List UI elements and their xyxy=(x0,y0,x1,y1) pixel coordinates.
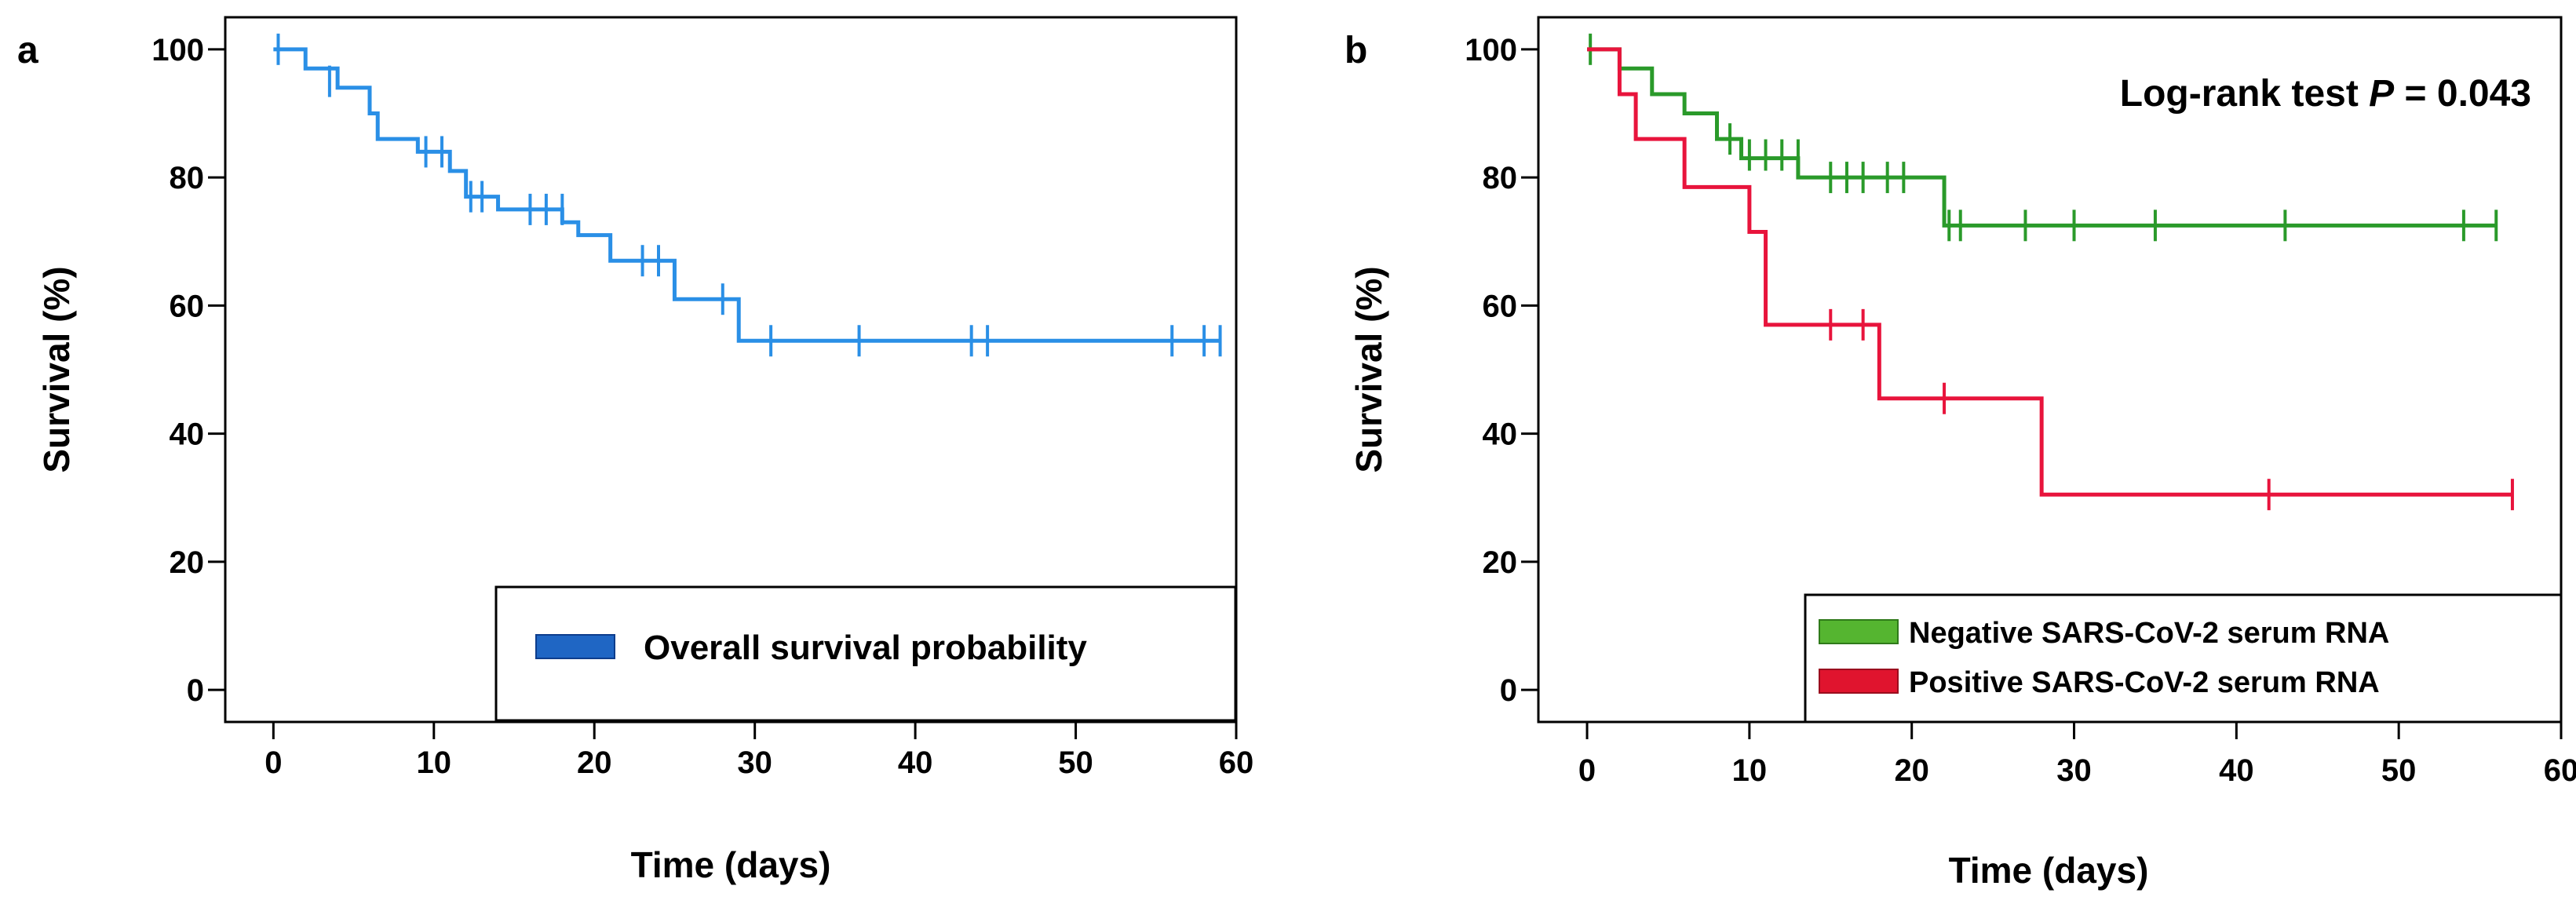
x-tick-label: 20 xyxy=(1894,753,1929,788)
panel-a-legend-box xyxy=(494,585,1237,722)
x-tick-label: 0 xyxy=(1578,753,1596,788)
x-tick-label: 10 xyxy=(1732,753,1768,788)
y-tick-label: 20 xyxy=(170,545,205,580)
panel-a-y-axis-label: Survival (%) xyxy=(36,266,77,472)
y-tick-label: 100 xyxy=(1465,33,1517,67)
y-tick-label: 60 xyxy=(1483,289,1518,323)
legend-label-overall-survival: Overall survival probability xyxy=(644,629,1087,667)
survival-curve-line xyxy=(1587,47,2497,228)
panel-b-legend-box xyxy=(1804,593,2563,724)
panel-b-series xyxy=(1587,33,2514,511)
x-tick-label: 30 xyxy=(2056,753,2092,788)
y-tick-label: 80 xyxy=(1483,161,1518,195)
panel-b-x-axis: 0 10 20 30 40 50 60 xyxy=(1578,722,2576,788)
x-tick-label: 50 xyxy=(1058,745,1093,780)
legend-swatch-negative-rna xyxy=(1819,619,1899,644)
y-tick-label: 100 xyxy=(151,33,204,67)
x-tick-label: 50 xyxy=(2381,753,2417,788)
panel-a-legend: Overall survival probability xyxy=(494,585,1237,722)
log-rank-p-value: = 0.043 xyxy=(2394,73,2531,115)
legend-swatch-overall-survival xyxy=(535,634,615,659)
panel-a-plot-frame xyxy=(224,16,1238,724)
y-tick-label: 0 xyxy=(187,673,204,708)
legend-label-positive-rna: Positive SARS-CoV-2 serum RNA xyxy=(1909,666,2380,699)
panel-b-y-axis: 0 20 40 60 80 100 xyxy=(1465,33,1538,708)
x-tick-label: 0 xyxy=(265,745,282,780)
survival-curve-line xyxy=(273,47,1220,343)
panel-a-label: a xyxy=(17,30,38,71)
log-rank-prefix: Log-rank test xyxy=(2120,73,2369,115)
x-tick-label: 10 xyxy=(417,745,452,780)
panel-b-x-axis-label: Time (days) xyxy=(1949,850,2149,891)
panel-b: b 0 20 40 60 80 100 0 10 20 30 40 50 60 Survival (%… xyxy=(1345,16,2576,891)
panel-a-y-axis: 0 20 40 60 80 100 xyxy=(151,33,225,708)
y-tick-label: 40 xyxy=(1483,417,1518,452)
y-tick-label: 80 xyxy=(170,161,205,195)
x-tick-label: 40 xyxy=(898,745,933,780)
log-rank-p-symbol: P xyxy=(2369,73,2395,115)
x-tick-label: 60 xyxy=(2544,753,2576,788)
panel-a-x-axis-label: Time (days) xyxy=(631,844,831,885)
x-tick-label: 20 xyxy=(577,745,612,780)
panel-a-series xyxy=(273,33,1222,357)
panel-a-x-axis: 0 10 20 30 40 50 60 xyxy=(265,722,1253,780)
legend-label-negative-rna: Negative SARS-CoV-2 serum RNA xyxy=(1909,617,2389,650)
survival-curve-line xyxy=(1587,47,2512,497)
panel-b-label: b xyxy=(1345,30,1367,71)
x-tick-label: 40 xyxy=(2219,753,2254,788)
x-tick-label: 60 xyxy=(1219,745,1254,780)
y-tick-label: 0 xyxy=(1500,673,1517,708)
panel-b-y-axis-label: Survival (%) xyxy=(1348,266,1389,472)
y-tick-label: 60 xyxy=(170,289,205,323)
legend-swatch-positive-rna xyxy=(1819,669,1899,694)
y-tick-label: 20 xyxy=(1483,545,1518,580)
panel-b-legend: Negative SARS-CoV-2 serum RNA Positive S… xyxy=(1804,593,2563,724)
panel-a: a 0 20 40 60 80 100 0 10 20 30 40 50 60 Survival (%… xyxy=(17,16,1253,885)
x-tick-label: 30 xyxy=(737,745,772,780)
log-rank-annotation: Log-rank test P = 0.043 xyxy=(2120,73,2531,115)
y-tick-label: 40 xyxy=(170,417,205,452)
